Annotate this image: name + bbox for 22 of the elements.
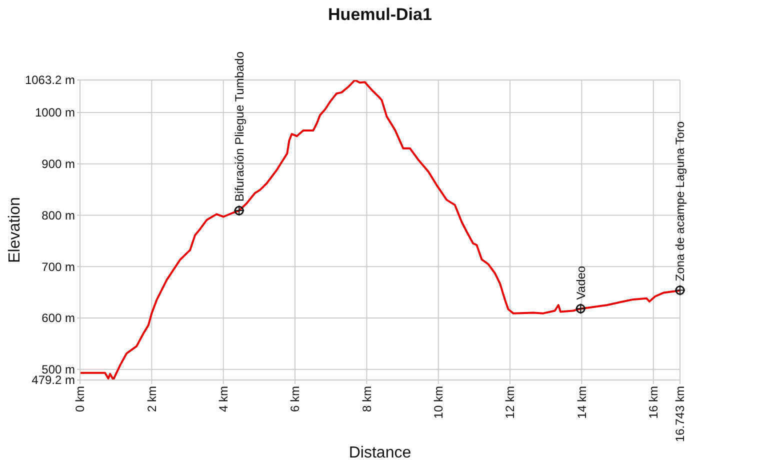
annotation: Bifuración Pliegue Tumbado bbox=[232, 51, 246, 202]
x-tick-label: 8 km bbox=[360, 386, 374, 412]
chart-title: Huemul-Dia1 bbox=[327, 5, 433, 25]
x-axis-title: Distance bbox=[348, 444, 412, 460]
x-tick-label: 2 km bbox=[144, 386, 159, 412]
annotation: Zona de acampe Laguna Toro bbox=[673, 120, 688, 282]
y-tick-label: 800 m bbox=[42, 208, 75, 222]
x-tick-label: 16.743 km bbox=[673, 386, 688, 442]
x-tick-label: 0 km bbox=[73, 386, 88, 412]
y-tick-label: 1000 m bbox=[34, 106, 75, 120]
y-tick-label: 900 m bbox=[42, 157, 75, 172]
x-tick-label: 4 km bbox=[216, 386, 231, 412]
x-tick-label: 16 km bbox=[646, 386, 661, 419]
x-tick-label: 10 km bbox=[432, 386, 446, 419]
annotation: Vadeo bbox=[574, 266, 588, 300]
y-tick-label: 1063.2 m bbox=[24, 73, 75, 88]
y-axis-title: Elevation bbox=[6, 197, 24, 263]
x-tick-label: 6 km bbox=[288, 386, 302, 412]
x-tick-label: 12 km bbox=[503, 386, 518, 419]
y-tick-label: 600 m bbox=[42, 311, 75, 326]
x-tick-label: 14 km bbox=[574, 386, 589, 419]
y-tick-label: 700 m bbox=[42, 260, 75, 274]
